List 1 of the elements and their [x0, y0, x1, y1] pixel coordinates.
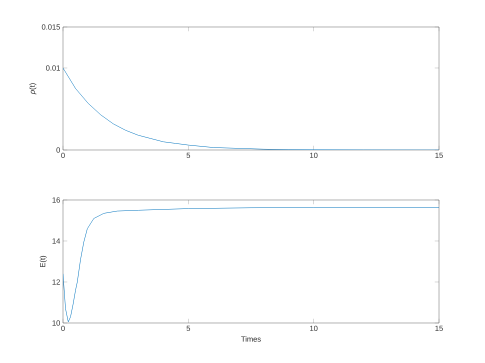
line-series: [63, 207, 440, 322]
